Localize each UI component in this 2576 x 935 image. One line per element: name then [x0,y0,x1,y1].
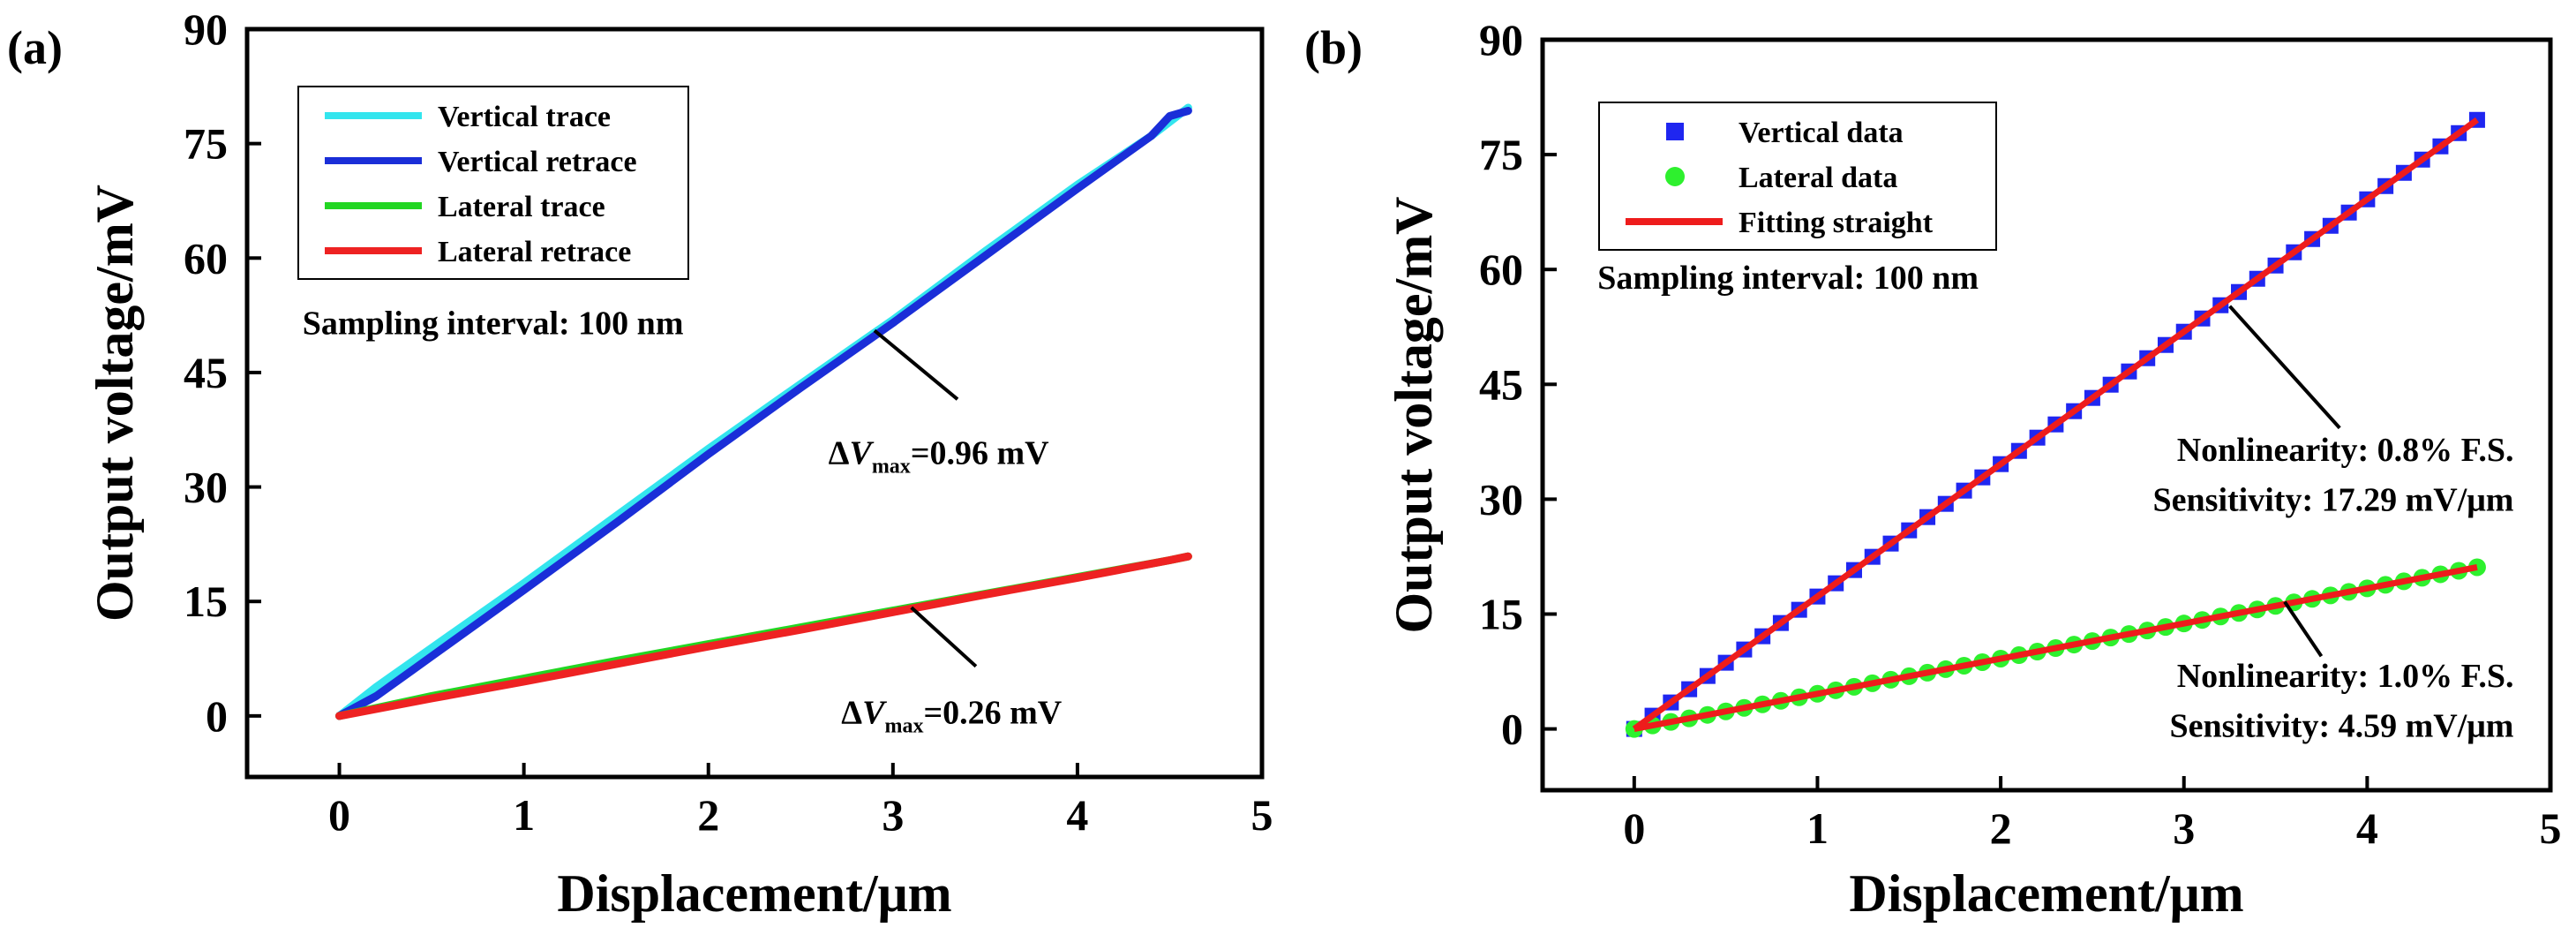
annotation-nonlinearity: Nonlinearity: 1.0% F.S. [2177,658,2514,695]
annotation-sensitivity: Sensitivity: 17.29 mV/μm [2153,481,2514,518]
y-tick-label: 75 [184,119,228,169]
delta-v-value: =0.26 mV [923,695,1062,732]
legend-label: Lateral data [1739,162,1897,194]
annotation-delta-v: ΔVmax=0.96 mV [829,435,1049,479]
delta-symbol: Δ [841,695,862,732]
y-tick-label: 90 [184,4,228,54]
annotation-pointer [873,328,959,401]
x-tick-label: 5 [1251,790,1273,840]
annotation-sampling-interval: Sampling interval: 100 nm [1597,260,1979,297]
y-tick-label: 15 [1479,590,1523,639]
legend-label: Vertical data [1739,117,1904,149]
y-tick-label: 30 [1479,474,1523,524]
legend-label: Vertical retrace [438,146,637,178]
y-axis-title: Output voltage/mV [1385,197,1443,634]
panel-letter: (a) [7,21,63,74]
x-tick-label: 5 [2540,803,2562,853]
annotation-pointer [2283,600,2324,658]
annotation-nonlinearity: Nonlinearity: 0.8% F.S. [2177,432,2514,469]
delta-symbol: Δ [829,435,850,472]
x-tick-label: 1 [513,790,535,840]
legend-label: Vertical trace [438,101,611,133]
plot-frame [244,26,1265,780]
fitting-line [1633,564,2478,733]
y-tick-label: 60 [184,233,228,283]
max-subscript: max [872,456,911,479]
x-tick-label: 1 [1806,803,1829,853]
fitting-line [1632,117,2479,732]
annotation-pointer [910,606,978,668]
x-tick-label: 4 [1066,790,1088,840]
x-tick-label: 2 [697,790,719,840]
v-variable: V [849,435,874,472]
delta-v-value: =0.96 mV [911,435,1049,472]
x-tick-label: 3 [882,790,904,840]
x-tick-label: 0 [1623,803,1645,853]
legend-label: Lateral retrace [438,236,631,268]
chart-panel-a: (a)0 1 2 3 4 50153045607590Displacement/μmOut… [7,4,1273,923]
series-line-lateral-retrace [335,552,1192,720]
chart-panel-b: (b)0 1 2 3 4 50153045607590Displacement/μmOut… [1304,15,2562,923]
y-tick-label: 30 [184,463,228,512]
x-tick-label: 4 [2356,803,2378,853]
legend-label: Fitting straight [1739,207,1934,239]
y-tick-label: 0 [206,691,228,741]
annotation-pointer [2228,305,2341,430]
x-axis-title: Displacement/μm [557,864,951,923]
x-tick-label: 0 [328,790,350,840]
y-tick-label: 45 [184,348,228,397]
plot-frame [1540,37,2553,793]
y-tick-label: 90 [1479,15,1523,64]
x-axis-title: Displacement/μm [1849,864,2243,923]
panel-letter: (b) [1304,21,1363,74]
y-tick-label: 15 [184,577,228,626]
annotation-sampling-interval: Sampling interval: 100 nm [303,305,684,343]
annotation-sensitivity: Sensitivity: 4.59 mV/μm [2170,707,2514,744]
y-tick-label: 75 [1479,130,1523,179]
y-tick-label: 45 [1479,359,1523,409]
y-tick-label: 60 [1479,245,1523,294]
x-tick-label: 3 [2173,803,2195,853]
y-tick-label: 0 [1501,705,1523,754]
max-subscript: max [884,715,923,738]
x-tick-label: 2 [1990,803,2012,853]
legend-swatch [1666,123,1684,140]
v-variable: V [862,695,887,732]
legend-box [1598,102,1997,251]
y-axis-title: Output voltage/mV [86,185,144,622]
series-line-vertical-retrace [335,107,1192,720]
legend-label: Lateral trace [438,191,605,223]
legend-swatch [1665,167,1685,186]
annotation-delta-v: ΔVmax=0.26 mV [841,695,1062,738]
